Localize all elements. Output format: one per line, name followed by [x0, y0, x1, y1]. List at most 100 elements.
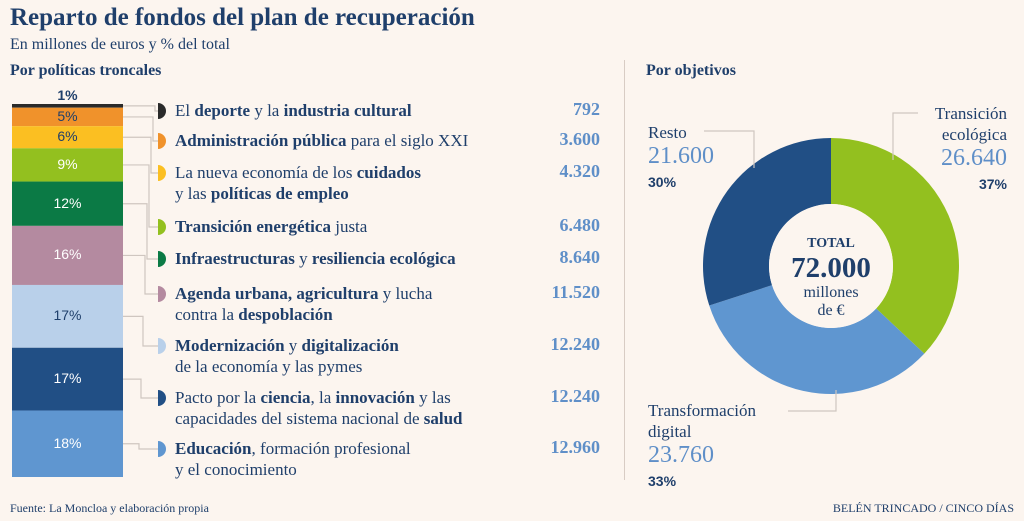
source-note: Fuente: La Moncloa y elaboración propia	[10, 501, 209, 515]
bar-segment	[12, 347, 123, 411]
policy-label-line: y las políticas de empleo	[175, 183, 421, 204]
slice-name: Transformación	[648, 401, 756, 420]
connector-line	[123, 136, 158, 174]
bar-segment	[12, 104, 123, 108]
label-run: ciencia	[260, 388, 311, 407]
label-run: El	[175, 101, 195, 120]
slice-pct: 37%	[978, 176, 1007, 192]
label-run: , formación profesional	[251, 439, 411, 458]
slice-name: digital	[648, 422, 692, 441]
policy-value: 8.640	[559, 247, 601, 267]
policy-label-line: y el conocimiento	[175, 459, 411, 480]
connector-line	[123, 315, 158, 347]
legend-marker-icon	[158, 165, 166, 181]
label-run: políticas de empleo	[210, 184, 349, 203]
slice-value: 23.760	[648, 442, 714, 468]
label-run: contra la	[175, 305, 239, 324]
label-run: capacidades del sistema nacional de	[175, 409, 424, 428]
label-run: Administración pública	[175, 131, 347, 150]
slice-name: Resto	[648, 123, 687, 142]
leader-line	[892, 112, 918, 160]
donut-center: TOTAL 72.000 millones de €	[771, 236, 891, 320]
policy-label-line: contra la despoblación	[175, 304, 432, 325]
credit: BELÉN TRINCADO / CINCO DÍAS	[832, 501, 1014, 515]
bar-pct-label: 1%	[57, 87, 78, 103]
slice-pct: 33%	[648, 473, 677, 489]
leader-line	[704, 130, 755, 168]
bar-segment	[12, 148, 123, 182]
legend-marker-icon	[158, 338, 166, 354]
bar-segment	[12, 410, 123, 477]
bar-pct-label: 12%	[53, 194, 82, 211]
label-run: justa	[330, 217, 368, 236]
connector-line	[123, 116, 158, 142]
policy-label: Educación, formación profesional y el con…	[175, 438, 411, 480]
policy-label: Modernización y digitalización de la econ…	[175, 335, 399, 377]
legend-marker-icon	[158, 133, 166, 149]
legend-marker-icon	[158, 441, 166, 457]
policy-value: 12.240	[550, 386, 601, 406]
donut-label-0: Transición ecológica 26.640 37%	[935, 103, 1007, 192]
donut-slice	[831, 138, 959, 354]
policy-value: 792	[573, 99, 600, 119]
policy-label-line: Pacto por la ciencia, la innovación y la…	[175, 387, 463, 408]
leader-line	[788, 390, 837, 412]
policy-value: 6.480	[559, 215, 601, 235]
donut-slice	[709, 285, 925, 394]
bar-pct-label: 16%	[53, 246, 82, 263]
label-run: y	[284, 336, 302, 355]
label-run: de la economía y las pymes	[175, 357, 363, 376]
label-run: Infraestructuras	[175, 249, 295, 268]
bar-segment	[12, 107, 123, 127]
slice-value: 21.600	[648, 143, 714, 169]
label-run: salud	[423, 409, 463, 428]
label-run: Agenda urbana, agricultura	[175, 284, 379, 303]
section-title-politicas: Por políticas troncales	[10, 62, 162, 79]
bar-pct-label: 17%	[53, 307, 82, 324]
donut-hole	[769, 204, 893, 328]
connector-line	[123, 254, 158, 295]
label-run: deporte	[194, 101, 251, 120]
label-run: Modernización	[175, 336, 285, 355]
divider	[624, 60, 625, 480]
policy-value: 4.320	[559, 161, 601, 181]
policy-value: 11.520	[551, 282, 600, 302]
bar-segment	[12, 181, 123, 226]
slice-pct: 30%	[648, 174, 677, 190]
policy-value: 3.600	[559, 129, 601, 149]
bar-pct-label: 6%	[57, 128, 78, 145]
label-run: y	[294, 249, 312, 268]
legend-marker-icon	[158, 251, 166, 267]
policy-label-line: Agenda urbana, agricultura y lucha	[175, 283, 432, 304]
label-run: La nueva economía de los	[175, 163, 357, 182]
bar-segment	[12, 126, 123, 149]
legend-marker-icon	[158, 286, 166, 302]
label-run: innovación	[335, 388, 415, 407]
total-unit-1: millones	[803, 284, 859, 301]
section-title-objetivos: Por objetivos	[646, 62, 736, 79]
policy-label: El deporte y la industria cultural	[175, 100, 412, 121]
total-value: 72.000	[791, 252, 871, 284]
policy-value: 12.960	[550, 437, 601, 457]
label-run: digitalización	[301, 336, 399, 355]
label-run: industria cultural	[283, 101, 412, 120]
connector-line	[123, 378, 158, 399]
slice-name: Transición	[934, 104, 1007, 123]
donut-label-1: Transformación digital 23.760 33%	[648, 400, 756, 489]
bar-pct-label: 18%	[53, 434, 82, 451]
label-run: , la	[310, 388, 336, 407]
bar-segment	[12, 225, 123, 285]
label-run: Transición energética	[175, 217, 331, 236]
connector-line	[123, 164, 158, 228]
connector-line	[123, 203, 158, 260]
label-run: para el siglo XXI	[346, 131, 469, 150]
legend-marker-icon	[158, 390, 166, 406]
policy-label-line: Infraestructuras y resiliencia ecológica	[175, 248, 456, 269]
total-unit-2: de €	[817, 302, 845, 319]
chart-subtitle: En millones de euros y % del total	[10, 36, 230, 53]
legend-marker-icon	[158, 103, 166, 119]
policy-label-line: Modernización y digitalización	[175, 335, 399, 356]
policy-label-line: Educación, formación profesional	[175, 438, 411, 459]
